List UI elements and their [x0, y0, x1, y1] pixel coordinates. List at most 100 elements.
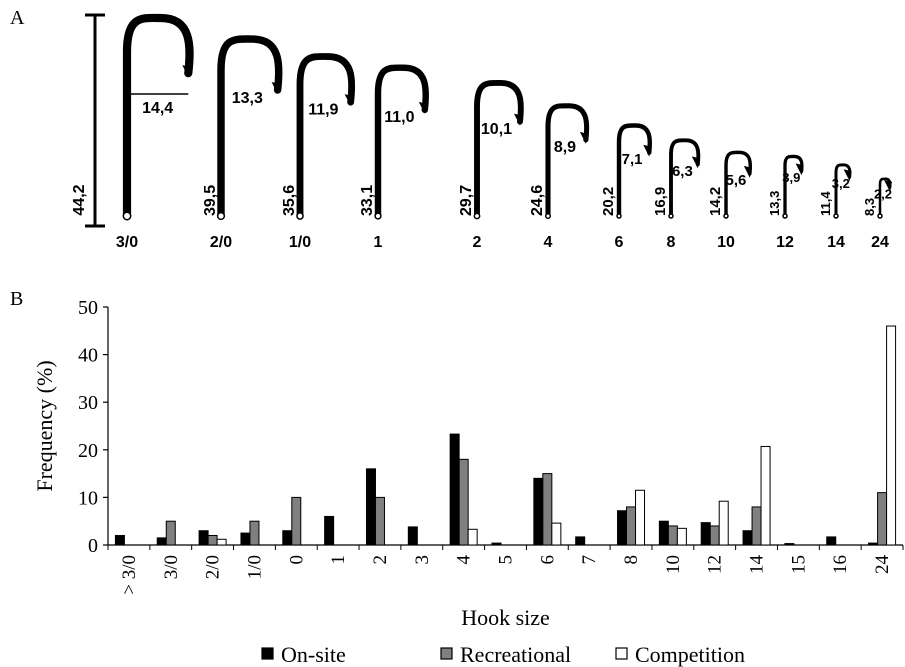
hook-gap-label: 10,1	[481, 121, 512, 138]
hook-size-label: 3/0	[116, 234, 138, 251]
hook-size-label: 8	[667, 234, 676, 251]
hook-size-label: 4	[544, 234, 553, 251]
hook-barb	[795, 163, 804, 176]
hook-shank-label: 39,5	[202, 185, 219, 216]
bar-recreational-8	[626, 506, 637, 546]
bar-recreational-10	[667, 525, 678, 546]
x-tick-label: 1	[328, 555, 349, 565]
x-tick-label: 10	[663, 555, 684, 574]
hook-shank-label: 8,3	[862, 198, 877, 216]
bar-on-site-0	[282, 530, 293, 546]
bar-on-site-14	[742, 530, 753, 546]
legend-label: Recreational	[460, 642, 571, 667]
bar-on-site-10	[658, 520, 669, 546]
hook-4	[545, 103, 590, 219]
scale-bar-value: 44,2	[71, 184, 88, 215]
bar-on-site-15	[784, 543, 795, 546]
x-tick-label: 14	[747, 555, 768, 575]
bar-on-site-3	[407, 526, 418, 546]
hook-barb	[344, 94, 353, 107]
bar-competition-24	[886, 325, 897, 546]
y-tick-label: 50	[78, 297, 98, 319]
hook-shank-label: 33,1	[359, 185, 376, 216]
x-tick-label: 5	[496, 555, 517, 565]
x-tick-label: 7	[579, 555, 600, 565]
y-tick-label: 20	[78, 440, 98, 462]
x-tick-label: 6	[537, 555, 558, 565]
bar-recreational-10	[249, 520, 260, 546]
hook-eye	[833, 213, 839, 219]
hook-2	[474, 79, 524, 219]
x-tick-label: 0	[286, 555, 307, 565]
hook-barb	[691, 156, 700, 169]
hook-gap-label: 11,0	[384, 109, 414, 126]
legend-label: On-site	[281, 642, 346, 667]
hook-eye	[296, 212, 304, 220]
bar-on-site-12	[700, 522, 711, 546]
hook-eye	[473, 212, 481, 220]
hook-barb	[271, 81, 280, 94]
hook-size-label: 6	[615, 234, 624, 251]
hook-gap-label: 2,2	[874, 186, 892, 201]
bar-on-site-24	[868, 542, 879, 546]
bar-recreational-2	[374, 496, 385, 546]
bar-on-site-2	[365, 468, 376, 546]
hook-6	[616, 123, 653, 219]
bar-competition-12	[718, 500, 729, 546]
hook-barb	[513, 113, 522, 126]
x-tick-label: 8	[621, 555, 642, 565]
hook-size-label: 2	[473, 234, 482, 251]
hook-size-label: 24	[871, 234, 889, 251]
x-tick-label: 12	[705, 555, 726, 574]
hook-size-label: 2/0	[210, 234, 232, 251]
x-tick-label: 2/0	[203, 555, 224, 579]
bar-recreational-30	[165, 520, 176, 546]
hook-barb	[843, 169, 852, 182]
x-tick-label: 4	[454, 555, 475, 565]
bar-recreational-20	[207, 534, 218, 546]
bar-on-site-5	[491, 542, 502, 546]
hook-eye	[544, 212, 552, 220]
hook-12	[783, 154, 804, 218]
hook-8	[669, 138, 701, 218]
y-tick-label: 30	[78, 392, 98, 414]
hook-size-label: 12	[776, 234, 794, 251]
bar-on-site-8	[617, 510, 628, 546]
hook-10	[724, 150, 753, 218]
legend-swatch	[440, 647, 453, 660]
hook-barb	[418, 101, 427, 114]
hook-shank-label: 29,7	[458, 185, 475, 216]
hook-gap-label: 14,4	[142, 100, 173, 117]
hook-barb	[579, 131, 588, 144]
bar-on-site-4	[449, 433, 460, 546]
hook-shank-label: 11,4	[818, 191, 833, 216]
bar-on-site-1	[324, 515, 335, 546]
hook-gap-label: 5,6	[725, 172, 746, 189]
x-axis-title: Hook size	[461, 605, 550, 630]
hook-eye	[616, 213, 622, 219]
x-tick-label: 3	[412, 555, 433, 565]
x-tick-label: 15	[788, 555, 809, 574]
hook-gap-label: 6,3	[672, 163, 693, 180]
hook-1/0	[296, 53, 356, 220]
x-tick-label: 2	[370, 555, 391, 565]
hook-shank-label: 24,6	[529, 185, 546, 216]
chart-legend: On-site Recreational Competition	[261, 642, 745, 667]
hook-gap-label: 8,9	[554, 139, 576, 156]
panel-a-label: A	[10, 7, 25, 29]
hook-2/0	[217, 35, 283, 220]
hook-size-diagram: 44,2 14,4 3/0 13,3 39,5 2/0 11,9 35,6 1/0 11,0 33,…	[71, 13, 892, 251]
panel-b-label: B	[10, 288, 23, 310]
bar-on-site-6	[533, 477, 544, 546]
hook-eye	[122, 211, 132, 221]
hook-3/0	[122, 13, 194, 221]
bar-competition-6	[551, 522, 562, 546]
hook-shank-label: 20,2	[600, 187, 617, 216]
hook-eye	[216, 211, 226, 221]
hook-size-label: 10	[717, 234, 735, 251]
legend-label: Competition	[635, 642, 745, 667]
bar-competition-8	[635, 489, 646, 546]
bar-on-site-16	[826, 536, 837, 546]
bar-recreational-0	[291, 496, 302, 546]
